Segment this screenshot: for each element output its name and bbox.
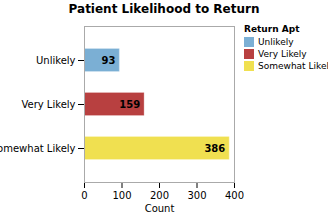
svg-text:Unlikely: Unlikely [36, 55, 76, 66]
svg-text:Count: Count [145, 203, 175, 214]
html-text:Return Apt: Return Apt [244, 24, 300, 34]
svg-text:Very Likely: Very Likely [21, 99, 75, 110]
svg-text:159: 159 [119, 99, 140, 110]
svg-text:200: 200 [150, 190, 169, 201]
svg-text:93: 93 [101, 55, 115, 66]
svg-text:386: 386 [204, 143, 225, 154]
html-text:Very Likely: Very Likely [258, 49, 307, 59]
svg-text:100: 100 [112, 190, 131, 201]
svg-text:400: 400 [225, 190, 244, 201]
svg-text:0: 0 [81, 190, 87, 201]
html-text:Patient Likelihood to Return: Patient Likelihood to Return [68, 2, 260, 16]
html-text:Unlikely: Unlikely [258, 37, 294, 47]
svg-text:Somewhat Likely: Somewhat Likely [0, 143, 76, 154]
svg-text:300: 300 [187, 190, 206, 201]
